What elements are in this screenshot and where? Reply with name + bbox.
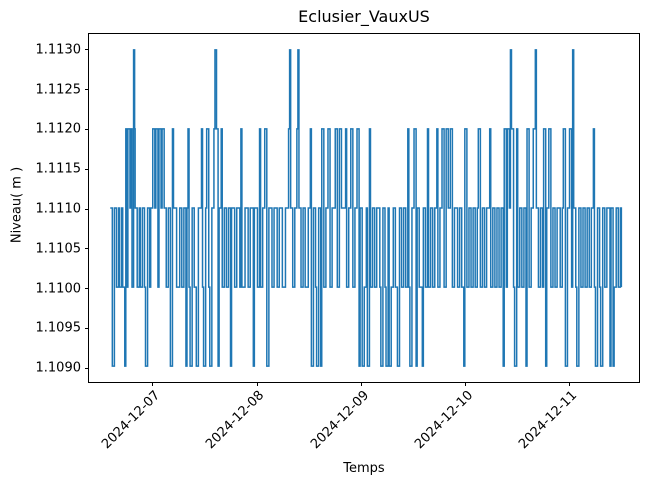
y-tick-mark	[85, 288, 89, 290]
chart-title: Eclusier_VauxUS	[298, 7, 430, 26]
y-axis-title: Niveau( m )	[9, 166, 25, 244]
y-tick-mark	[85, 327, 89, 329]
y-tick-label: 1.1120	[35, 121, 82, 137]
y-tick-label: 1.1105	[35, 241, 82, 257]
y-tick-mark	[85, 248, 89, 250]
x-tick-label: 2024-12-07	[99, 388, 164, 453]
x-tick-label: 2024-12-11	[515, 388, 580, 453]
niveau-series-line	[110, 49, 623, 367]
y-tick-label: 1.1090	[35, 360, 82, 376]
y-tick-mark	[85, 168, 89, 170]
x-tick-mark	[464, 382, 466, 386]
y-tick-mark	[85, 89, 89, 91]
line-plot-canvas	[110, 49, 623, 367]
x-tick-mark	[360, 382, 362, 386]
x-tick-mark	[152, 382, 154, 386]
plot-area: 1.1090 1.1095 1.1100 1.1105 1.1110 1.1115 1.11…	[36, 33, 640, 452]
x-tick-label: 2024-12-08	[203, 388, 268, 453]
y-tick-label: 1.1095	[35, 320, 82, 336]
y-tick-label: 1.1100	[35, 281, 82, 297]
y-tick-label: 1.1110	[35, 201, 82, 217]
y-tick-mark	[85, 128, 89, 130]
x-tick-mark	[256, 382, 258, 386]
x-axis-title: Temps	[343, 461, 385, 476]
y-tick-mark	[85, 49, 89, 51]
x-tick-mark	[568, 382, 570, 386]
y-tick-mark	[85, 208, 89, 210]
y-tick-label: 1.1125	[35, 82, 82, 98]
y-tick-mark	[85, 367, 89, 369]
x-tick-label: 2024-12-09	[307, 388, 372, 453]
x-tick-label: 2024-12-10	[411, 388, 476, 453]
y-tick-label: 1.1115	[35, 161, 82, 177]
y-tick-label: 1.1130	[35, 42, 82, 58]
